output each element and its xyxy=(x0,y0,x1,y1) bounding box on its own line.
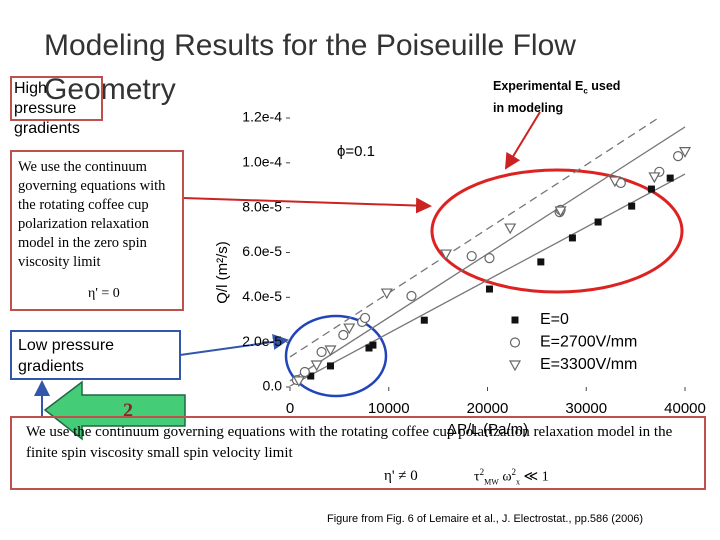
sub: x xyxy=(516,477,521,487)
experimental-note: Experimental Ec used in modeling xyxy=(493,78,620,116)
point xyxy=(554,206,567,218)
point xyxy=(365,344,373,352)
highlight-ellipse xyxy=(430,168,684,294)
green-arrow xyxy=(43,380,186,441)
point xyxy=(359,312,371,324)
y-tick-label: 1.0e-4 xyxy=(242,154,282,170)
y-tick-label: 2.0e-5 xyxy=(242,333,282,349)
citation: Figure from Fig. 6 of Lemaire et al., J.… xyxy=(327,513,644,525)
legend-entry: E=3300V/mm xyxy=(508,356,637,373)
slide-title: Modeling Results for the Poiseuille Flow… xyxy=(44,29,576,106)
note-text: used xyxy=(587,79,621,93)
arrow xyxy=(179,334,289,356)
point xyxy=(678,147,692,158)
fit-line xyxy=(289,117,659,358)
point xyxy=(608,176,621,188)
high-pressure-box: High pressure gradients xyxy=(10,76,103,137)
point xyxy=(648,172,661,184)
point xyxy=(594,218,602,226)
y-tick-label: 6.0e-5 xyxy=(242,243,282,259)
x-tick-label: 40000 xyxy=(664,400,706,417)
low-pressure-box: Low pressure gradients xyxy=(10,330,181,380)
formula: η' = 0 xyxy=(88,286,120,301)
arrow-label: 2 xyxy=(123,400,133,422)
point xyxy=(406,290,417,302)
point xyxy=(316,346,327,358)
sym: τ xyxy=(474,469,480,485)
note-sub: c xyxy=(583,86,588,96)
arrow xyxy=(182,197,432,214)
point xyxy=(647,185,655,193)
sup: 2 xyxy=(511,467,517,477)
y-tick-label: 4.0e-5 xyxy=(242,288,282,304)
note-text: in modeling xyxy=(493,100,564,115)
legend-label: E=0 xyxy=(540,311,569,328)
note-text: Experimental E xyxy=(493,79,584,93)
legend-marker xyxy=(511,316,519,324)
y-tick-label: 8.0e-5 xyxy=(242,198,282,214)
point xyxy=(343,323,356,335)
legend-marker xyxy=(508,360,522,372)
y-tick-label: 0.0 xyxy=(263,378,283,394)
point xyxy=(440,249,453,261)
box-text: We use the continuum governing equations… xyxy=(26,424,673,461)
y-tick-label: 1.2e-4 xyxy=(242,109,282,125)
formula: τ2MW ω2x ≪ 1 xyxy=(474,462,549,492)
point xyxy=(568,234,576,242)
point xyxy=(504,223,517,235)
point xyxy=(537,258,545,266)
point xyxy=(369,341,377,349)
legend-label: E=3300V/mm xyxy=(540,356,637,373)
point xyxy=(672,151,684,162)
point xyxy=(485,285,493,293)
point xyxy=(324,345,337,357)
legend-marker xyxy=(509,337,521,348)
point xyxy=(628,202,636,210)
y-axis-label: Q/l (m²/s) xyxy=(214,241,231,303)
point xyxy=(420,316,428,324)
legend-label: E=2700V/mm xyxy=(540,334,637,351)
zero-spin-box: We use the continuum governing equations… xyxy=(10,150,184,311)
x-axis-label: ΔP/L (Pa/m) xyxy=(447,421,528,438)
point xyxy=(466,250,477,262)
legend-entry: E=0 xyxy=(511,311,569,328)
x-tick-label: 20000 xyxy=(467,400,509,417)
point xyxy=(484,253,495,264)
x-tick-label: 10000 xyxy=(368,400,410,417)
formula: η' ≠ 0 xyxy=(384,468,418,484)
box-text: We use the continuum governing equations… xyxy=(18,159,166,270)
legend-entry: E=2700V/mm xyxy=(509,334,637,351)
point xyxy=(299,366,310,378)
sym: ω xyxy=(502,469,512,485)
sup: 2 xyxy=(479,467,485,477)
point xyxy=(338,329,349,341)
x-tick-label: 0 xyxy=(286,400,294,417)
fit-line xyxy=(289,173,686,387)
point xyxy=(307,372,315,380)
point xyxy=(666,174,674,182)
sub: MW xyxy=(484,477,499,487)
point xyxy=(326,362,334,370)
arrow xyxy=(504,111,541,170)
point xyxy=(292,376,305,388)
sym: ≪ 1 xyxy=(523,469,549,485)
bottom-box: We use the continuum governing equations… xyxy=(10,416,706,490)
point xyxy=(310,360,323,372)
annotation: ϕ=0.1 xyxy=(337,143,375,160)
point xyxy=(380,288,393,300)
x-tick-label: 30000 xyxy=(565,400,607,417)
highlight-circle xyxy=(284,314,388,398)
